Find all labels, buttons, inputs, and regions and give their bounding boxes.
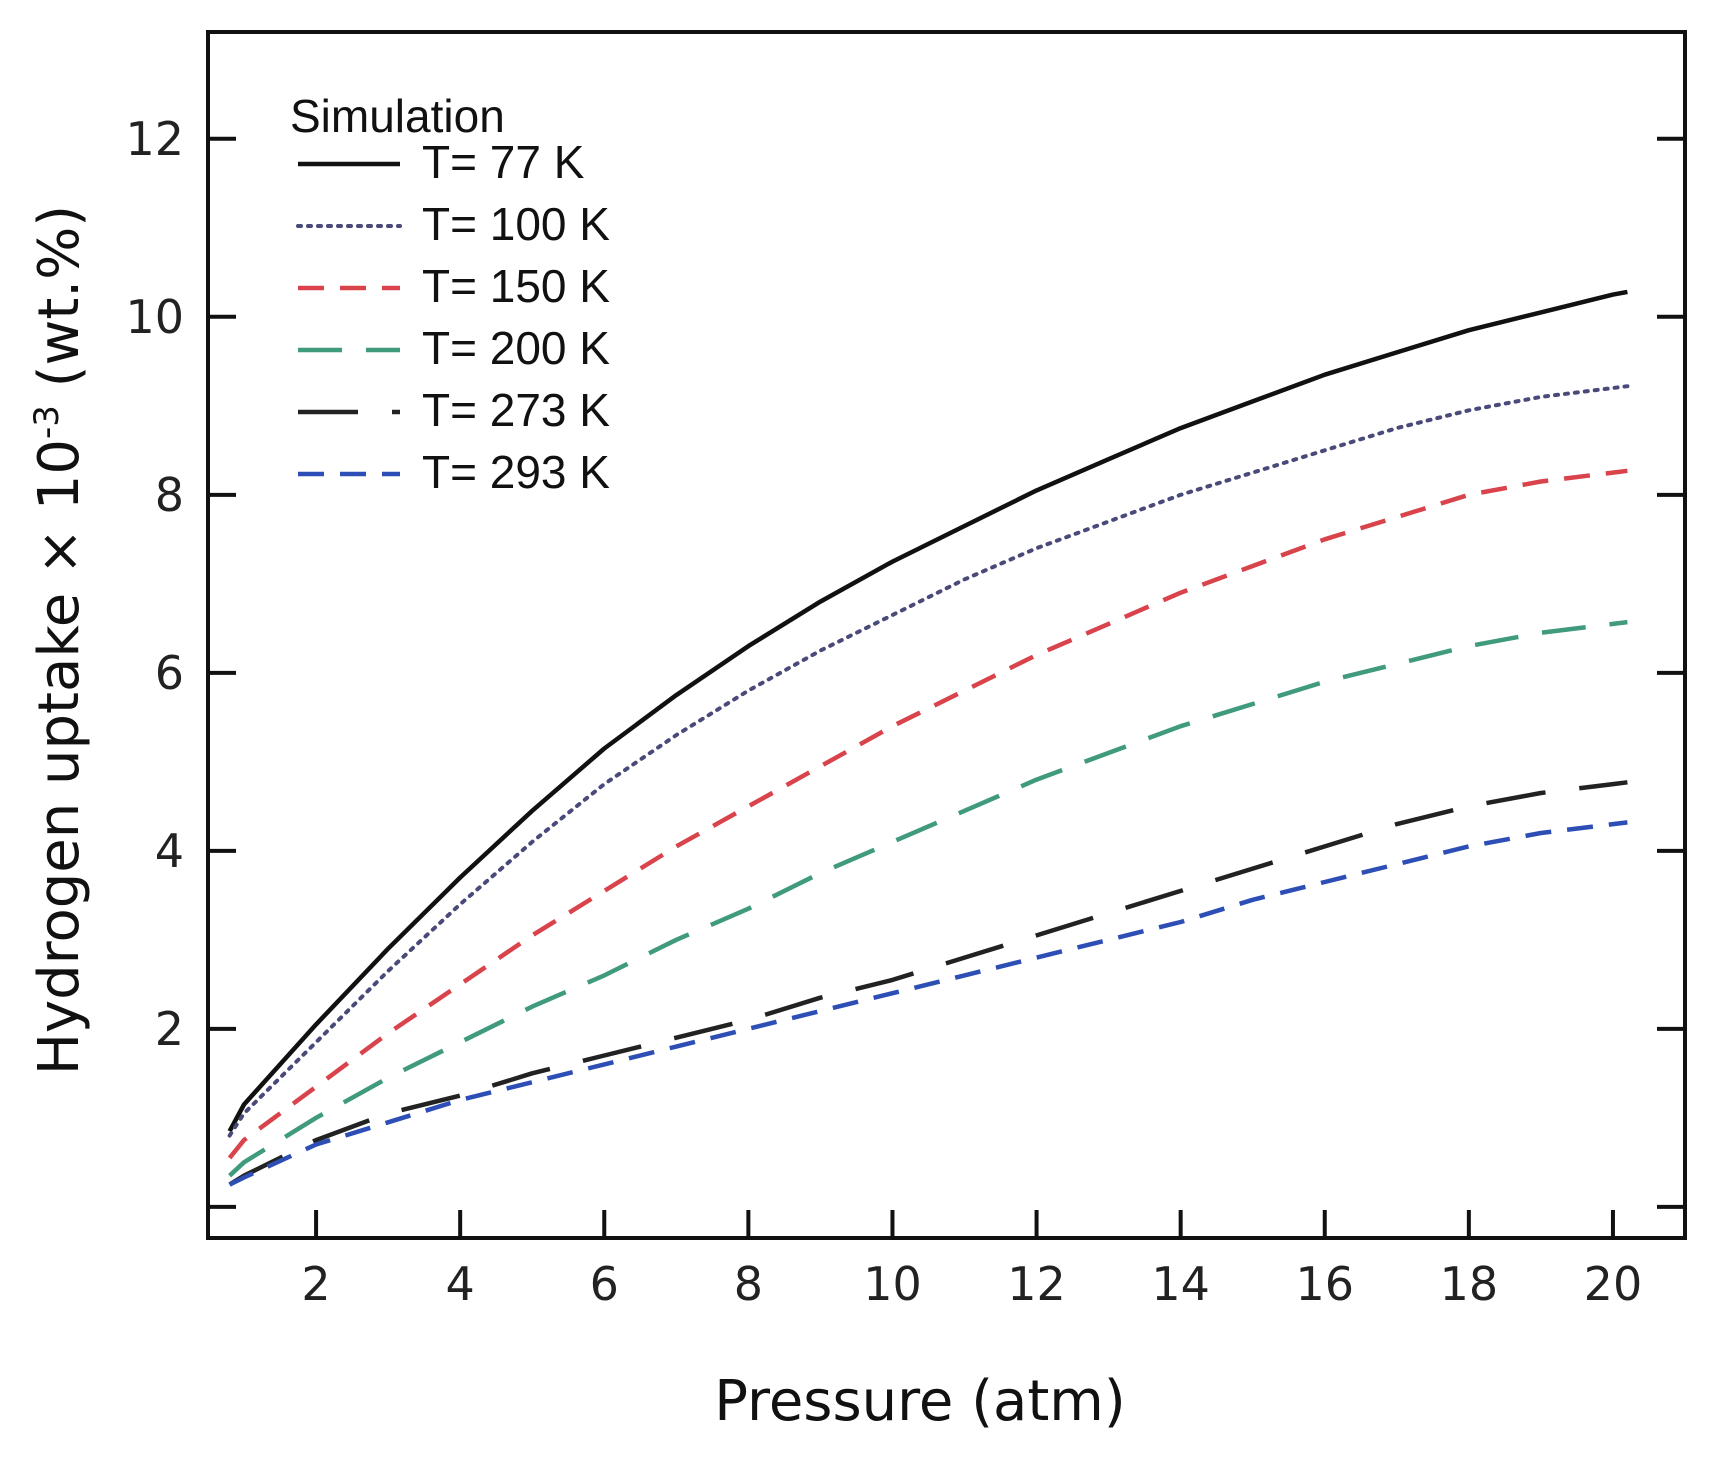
- x-tick-label: 20: [1584, 1257, 1643, 1311]
- x-tick-label: 10: [863, 1257, 922, 1311]
- y-tick-label: 4: [155, 824, 184, 878]
- y-tick-label: 2: [155, 1002, 184, 1056]
- series-line-293k: [228, 820, 1628, 1187]
- x-tick-label: 18: [1440, 1257, 1499, 1311]
- y-tick-label: 12: [125, 112, 184, 166]
- plot-frame: [206, 30, 1687, 1240]
- axes: 2 4 6 8 10 12 14 16 18 20 2 4 6 8 10 12: [125, 30, 1687, 1311]
- legend-label: T= 100 K: [422, 198, 610, 250]
- x-tick-label: 8: [734, 1257, 763, 1311]
- legend: Simulation T= 77 K T= 100 K T= 150 K T= 200…: [290, 90, 610, 498]
- series-line-77k: [227, 289, 1628, 1133]
- series-group: [227, 289, 1630, 1187]
- y-tick-label: 10: [125, 290, 184, 344]
- legend-item: T= 200 K: [298, 322, 610, 374]
- legend-item: T= 273 K: [298, 384, 610, 436]
- legend-title: Simulation: [290, 90, 505, 142]
- y-axis-title: Hydrogen uptake × 10-3 (wt.%): [27, 205, 92, 1075]
- y-axis-title-suffix: (wt.%): [27, 205, 92, 405]
- series-line-200k: [228, 619, 1628, 1178]
- x-tick-label: 12: [1007, 1257, 1066, 1311]
- y-axis-title-prefix: Hydrogen uptake × 10: [27, 439, 92, 1075]
- x-axis-title: Pressure (atm): [714, 1369, 1125, 1434]
- series-line-273k: [228, 780, 1628, 1187]
- legend-item: T= 150 K: [298, 260, 610, 312]
- legend-label: T= 293 K: [422, 446, 610, 498]
- legend-label: T= 77 K: [422, 136, 585, 188]
- legend-item: T= 293 K: [298, 446, 610, 498]
- x-tick-label: 14: [1151, 1257, 1210, 1311]
- y-axis-title-exponent: -3: [27, 405, 67, 439]
- x-tick-label: 6: [590, 1257, 619, 1311]
- series-line-100k: [227, 384, 1630, 1138]
- x-tick-label: 16: [1295, 1257, 1354, 1311]
- legend-label: T= 200 K: [422, 322, 610, 374]
- y-tick-label: 8: [155, 468, 184, 522]
- legend-item: T= 77 K: [298, 136, 585, 188]
- legend-item: T= 100 K: [296, 198, 610, 250]
- x-tick-label: 2: [301, 1257, 330, 1311]
- legend-label: T= 273 K: [422, 384, 610, 436]
- x-tick-label: 4: [446, 1257, 475, 1311]
- y-tick-label: 6: [155, 646, 184, 700]
- legend-label: T= 150 K: [422, 260, 610, 312]
